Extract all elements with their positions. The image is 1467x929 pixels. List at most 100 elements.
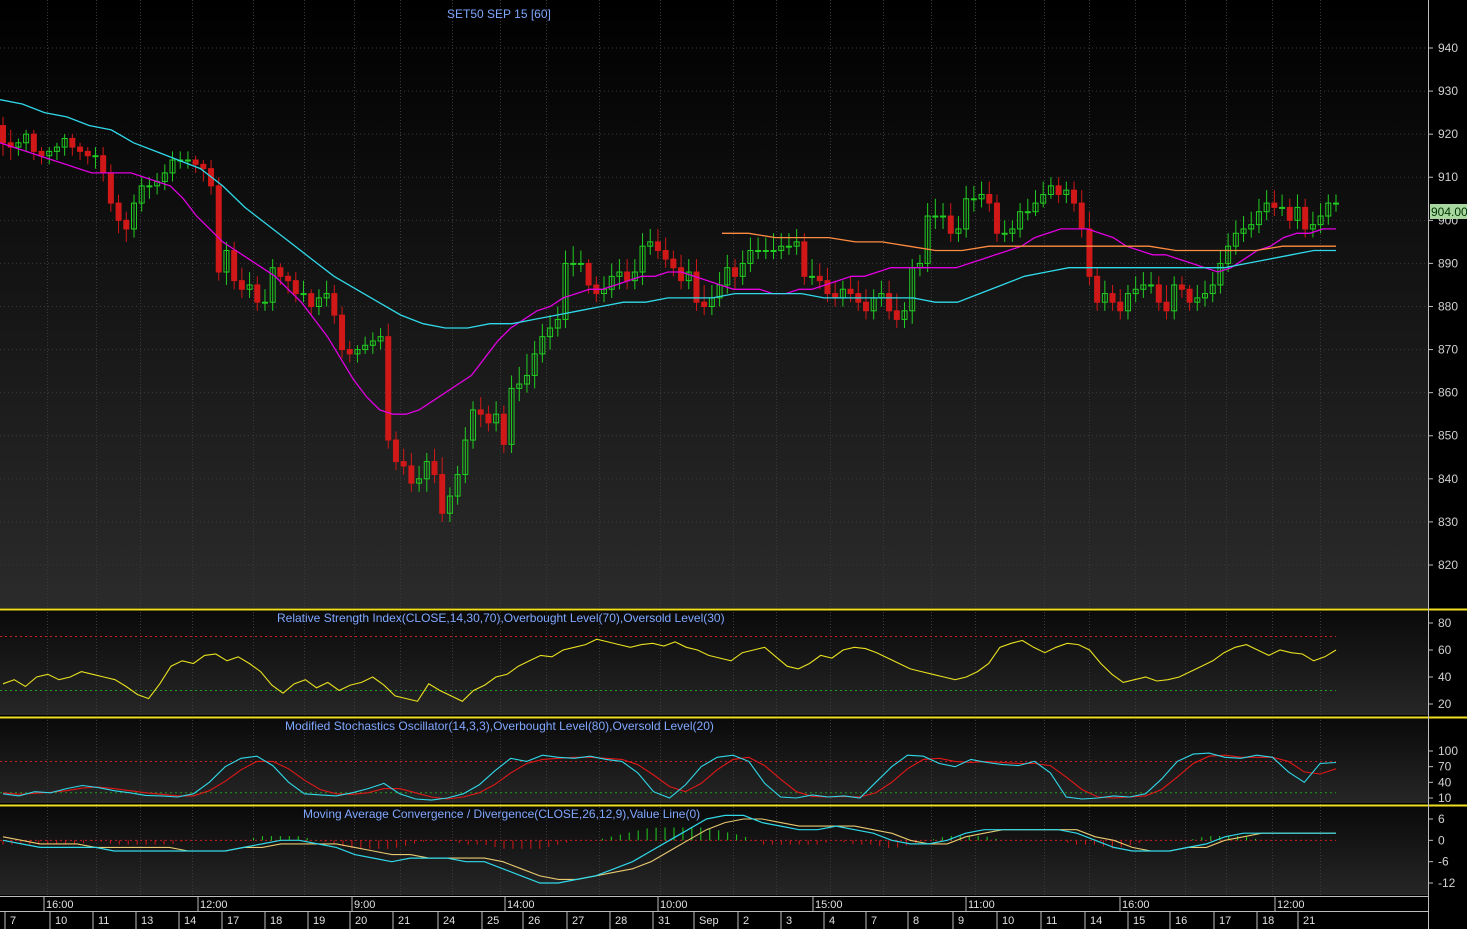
rsi-line xyxy=(2,638,1337,702)
candle-down xyxy=(254,284,261,303)
candle-up xyxy=(724,267,731,286)
day-label: 15 xyxy=(1133,915,1145,927)
candle-up xyxy=(1148,284,1155,287)
day-label: 21 xyxy=(1303,915,1315,927)
candle-up xyxy=(261,301,268,304)
candle-down xyxy=(1178,284,1185,290)
macd-tick-label: -6 xyxy=(1438,855,1449,869)
candle-up xyxy=(138,185,145,204)
day-label: 18 xyxy=(1262,915,1274,927)
candle-up xyxy=(739,262,746,277)
candle-up xyxy=(901,310,908,320)
candle-up xyxy=(146,185,153,188)
day-label: 13 xyxy=(141,915,153,927)
last-price-value: 904.00 xyxy=(1431,205,1467,219)
candle-up xyxy=(1202,293,1209,299)
price-tick-label: 930 xyxy=(1438,84,1458,98)
rsi-tick-label: 40 xyxy=(1438,670,1452,684)
candle-down xyxy=(439,474,446,514)
day-label: 3 xyxy=(786,915,792,927)
candle-down xyxy=(100,155,107,174)
candle-up xyxy=(377,336,384,342)
candle-up xyxy=(323,293,330,299)
candle-down xyxy=(1271,202,1278,208)
candle-up xyxy=(53,146,60,152)
candle-up xyxy=(570,262,577,265)
day-label: 10 xyxy=(55,915,67,927)
moving-average-line xyxy=(0,99,1336,329)
candle-down xyxy=(123,219,130,230)
candle-up xyxy=(1063,189,1070,195)
candle-down xyxy=(400,461,407,467)
day-label: 21 xyxy=(398,915,410,927)
candle-down xyxy=(1286,206,1293,221)
day-label: 11 xyxy=(98,915,109,927)
candle-up xyxy=(61,137,68,148)
candle-up xyxy=(454,474,461,497)
price-series xyxy=(0,99,1339,522)
candle-up xyxy=(755,249,762,252)
macd-line xyxy=(2,814,1336,884)
candle-down xyxy=(1155,284,1162,303)
candle-down xyxy=(1186,288,1193,303)
day-label: 16 xyxy=(1175,915,1187,927)
candle-up xyxy=(932,215,939,218)
candle-down xyxy=(238,280,245,290)
day-label: 27 xyxy=(572,915,584,927)
candle-up xyxy=(762,249,769,252)
candle-down xyxy=(886,293,893,312)
axes: 8208308408508608708808909009109209309402… xyxy=(4,41,1458,929)
axis-area-bg xyxy=(1428,0,1467,929)
time-label: 12:00 xyxy=(1277,899,1305,911)
stoch-tick-label: 40 xyxy=(1438,775,1452,789)
candle-up xyxy=(1194,297,1201,303)
candle-down xyxy=(1086,228,1093,277)
price-tick-label: 920 xyxy=(1438,127,1458,141)
day-label: 7 xyxy=(871,915,877,927)
candle-down xyxy=(1094,275,1101,303)
rsi-tick-label: 60 xyxy=(1438,643,1452,657)
time-label: 11:00 xyxy=(968,899,995,911)
price-tick-label: 830 xyxy=(1438,515,1458,529)
candle-up xyxy=(809,275,816,278)
day-label: 11 xyxy=(1046,915,1057,927)
candle-down xyxy=(654,241,661,251)
candle-up xyxy=(516,383,523,389)
candle-down xyxy=(431,461,438,476)
candle-up xyxy=(15,142,22,148)
time-label: 10:00 xyxy=(660,899,688,911)
candle-up xyxy=(300,293,307,296)
vertical-grid xyxy=(47,0,1321,895)
time-label: 12:00 xyxy=(200,899,228,911)
candle-up xyxy=(161,172,168,183)
day-label: 14 xyxy=(184,915,196,927)
candle-down xyxy=(385,336,392,441)
candle-up xyxy=(554,318,561,329)
candle-up xyxy=(23,133,30,144)
candle-up xyxy=(616,271,623,277)
day-label: 10 xyxy=(1002,915,1014,927)
candle-up xyxy=(1325,202,1332,217)
stoch-tick-label: 70 xyxy=(1438,760,1452,774)
candle-up xyxy=(547,327,554,338)
candle-up xyxy=(169,159,176,174)
candle-down xyxy=(624,271,631,282)
rsi-label: Relative Strength Index(CLOSE,14,30,70),… xyxy=(277,611,725,625)
day-label: 24 xyxy=(443,915,455,927)
candle-up xyxy=(416,478,423,484)
macd-tick-label: 6 xyxy=(1438,812,1445,826)
candle-up xyxy=(493,413,500,424)
day-label: 17 xyxy=(1219,915,1231,927)
moving-average-line xyxy=(0,142,1336,415)
candle-down xyxy=(986,193,993,204)
day-label: 28 xyxy=(615,915,627,927)
time-axis-bg xyxy=(0,896,1428,929)
candle-down xyxy=(993,202,1000,234)
candle-up xyxy=(770,249,777,252)
candle-up xyxy=(647,241,654,247)
candle-up xyxy=(130,202,137,230)
candle-down xyxy=(847,288,854,295)
macd-tick-label: -12 xyxy=(1438,876,1456,890)
price-tick-label: 870 xyxy=(1438,343,1458,357)
